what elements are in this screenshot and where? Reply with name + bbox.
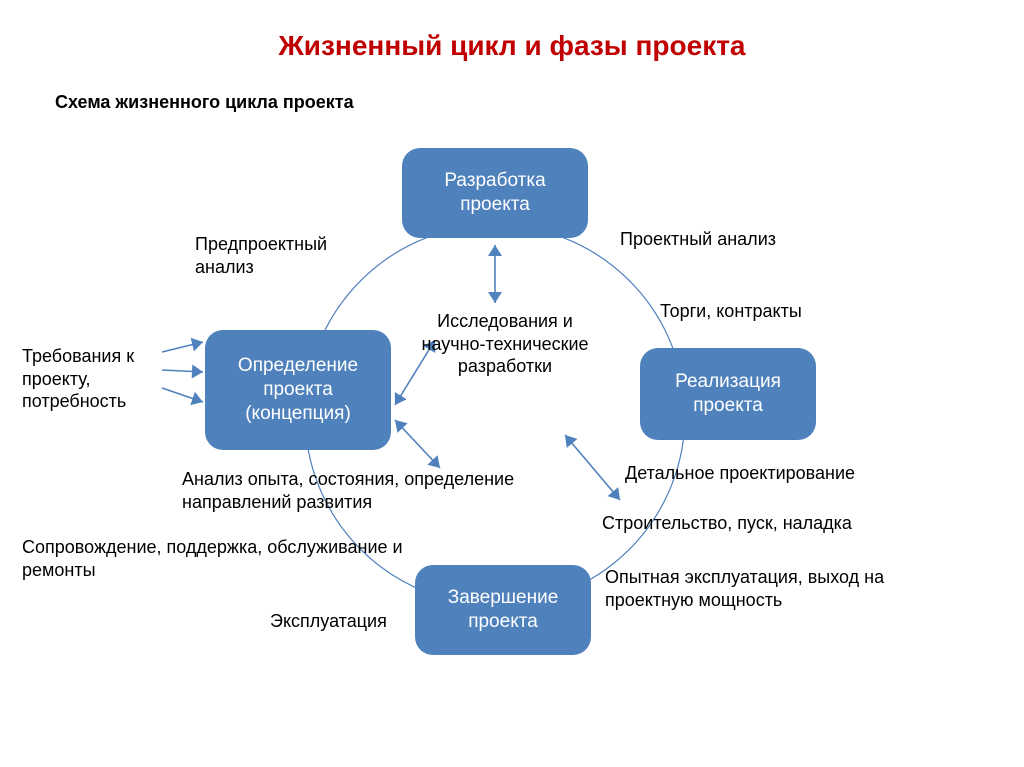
node-label: Определение проекта (концепция) bbox=[213, 354, 383, 425]
label-construction: Строительство, пуск, наладка bbox=[602, 512, 922, 535]
node-label: Реализация проекта bbox=[648, 370, 808, 418]
label-pilot-operation: Опытная эксплуатация, выход на проектную… bbox=[605, 566, 935, 611]
label-operation: Эксплуатация bbox=[270, 610, 430, 633]
node-completion: Завершение проекта bbox=[415, 565, 591, 655]
node-development: Разработка проекта bbox=[402, 148, 588, 238]
node-label: Завершение проекта bbox=[423, 586, 583, 634]
node-definition: Определение проекта (концепция) bbox=[205, 330, 391, 450]
node-label: Разработка проекта bbox=[410, 169, 580, 217]
label-experience: Анализ опыта, состояния, определение нап… bbox=[182, 468, 602, 513]
label-preproject-analysis: Предпроектный анализ bbox=[195, 233, 375, 278]
label-detailed-design: Детальное проектирование bbox=[625, 462, 925, 485]
label-research: Исследования и научно-технические разраб… bbox=[420, 310, 590, 378]
node-realization: Реализация проекта bbox=[640, 348, 816, 440]
label-requirements: Требования к проекту, потребность bbox=[22, 345, 192, 413]
page-title: Жизненный цикл и фазы проекта bbox=[0, 30, 1024, 62]
diagram-canvas: Жизненный цикл и фазы проекта Схема жизн… bbox=[0, 0, 1024, 767]
label-project-analysis: Проектный анализ bbox=[620, 228, 840, 251]
label-tenders: Торги, контракты bbox=[660, 300, 880, 323]
label-support: Сопровождение, поддержка, обслуживание и… bbox=[22, 536, 422, 581]
subtitle: Схема жизненного цикла проекта bbox=[55, 92, 354, 113]
